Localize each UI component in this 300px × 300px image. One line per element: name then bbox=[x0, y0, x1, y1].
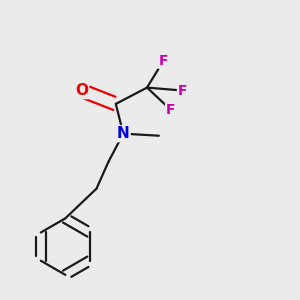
Text: F: F bbox=[178, 84, 188, 98]
Text: F: F bbox=[166, 103, 176, 117]
Text: F: F bbox=[159, 54, 168, 68]
Text: O: O bbox=[75, 83, 88, 98]
Text: N: N bbox=[117, 126, 130, 141]
